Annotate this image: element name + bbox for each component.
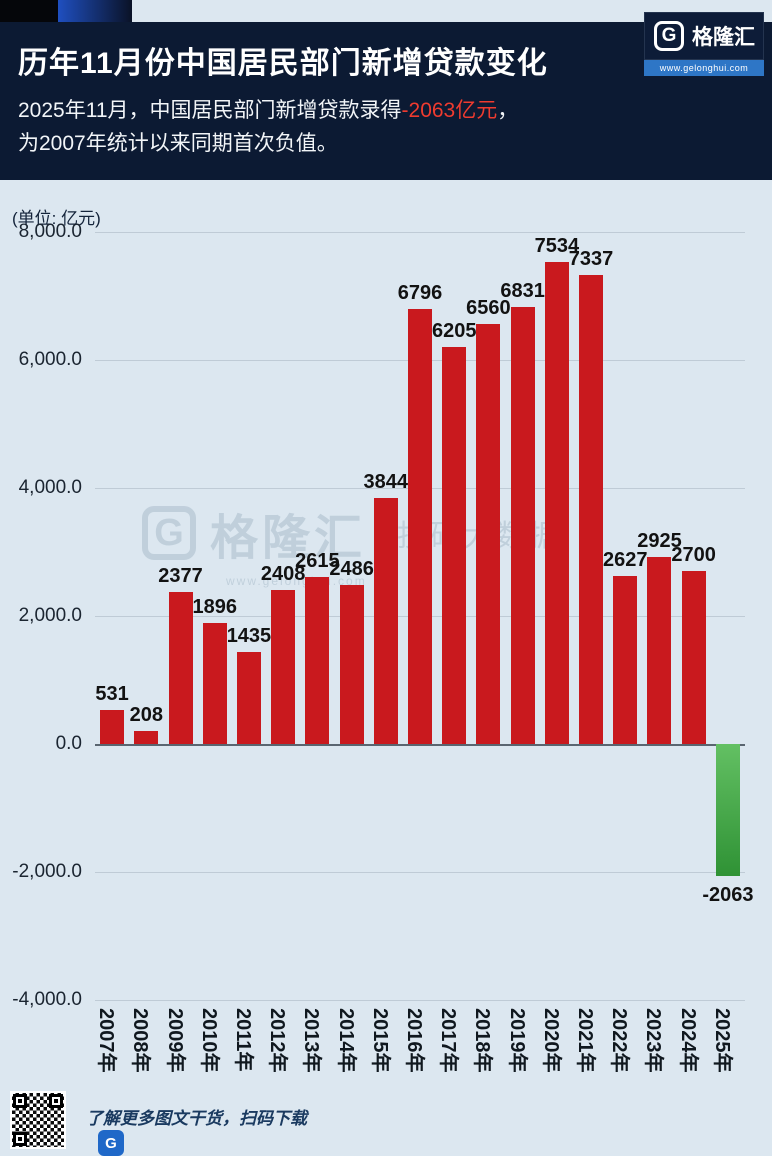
x-tick-label: 2015年: [368, 1008, 391, 1073]
unit-label: (单位: 亿元): [12, 209, 101, 229]
gelonghui-g-icon: G: [654, 21, 684, 51]
bar-2008年: [134, 730, 159, 745]
bar-2016年: [408, 309, 432, 745]
x-tick-label: 2013年: [300, 1008, 323, 1073]
strip-blue-block: [58, 0, 132, 22]
bar-value-label: 2700: [671, 544, 716, 567]
bar-value-label: 2615: [295, 549, 340, 572]
strip-black-block: [0, 0, 58, 22]
x-tick-label: 2010年: [197, 1008, 220, 1073]
footer-text: 了解更多图文干货，扫码下载: [86, 1108, 307, 1128]
x-tick-label: 2018年: [471, 1008, 494, 1073]
bar-value-label: 6796: [397, 282, 443, 305]
x-tick-label: 2009年: [163, 1008, 186, 1073]
bar-2024年: [681, 571, 706, 745]
y-tick-label: 4,000.0: [18, 477, 82, 499]
bar-2020年: [544, 261, 569, 745]
bar-chart: (单位: 亿元) G 格隆汇 投研大数据 www.gelonghui.com 8…: [0, 180, 772, 1092]
bar-value-label: 2925: [637, 529, 682, 552]
gridline: [95, 232, 745, 234]
x-tick-label: 2024年: [676, 1008, 699, 1073]
bar-2017年: [442, 346, 467, 745]
bar-value-label: 2377: [158, 564, 203, 587]
bar-value-label: 2486: [329, 557, 374, 580]
gelonghui-logo-name: 格隆汇: [692, 26, 755, 49]
x-tick-label: 2019年: [505, 1008, 528, 1073]
bar-value-label: 7534: [534, 234, 580, 257]
x-tick-label: 2020年: [539, 1008, 562, 1073]
y-tick-label: -4,000.0: [12, 989, 82, 1011]
bar-2021年: [579, 274, 604, 745]
header: 历年11月份中国居民部门新增贷款变化 2025年11月，中国居民部门新增贷款录得…: [0, 22, 772, 181]
watermark-main-text: 格隆汇: [210, 512, 367, 566]
qr-finder-bottom-left: [13, 1132, 27, 1146]
gelonghui-mini-logo: G: [98, 1130, 124, 1156]
x-tick-label: 2014年: [334, 1008, 357, 1073]
bar-value-label: 2408: [260, 562, 306, 585]
bar-2007年: [100, 710, 125, 745]
bar-value-label: 1435: [226, 625, 272, 648]
bar-value-label: 208: [129, 703, 163, 726]
qr-finder-top-left: [13, 1094, 27, 1108]
bar-value-label: 1896: [192, 595, 237, 618]
gridline: [95, 1000, 745, 1002]
gridline: [95, 872, 745, 874]
x-tick-label: 2022年: [608, 1008, 631, 1073]
top-strip: [0, 0, 772, 22]
y-tick-label: 2,000.0: [18, 605, 82, 627]
bar-2018年: [476, 324, 501, 745]
bar-value-label: 6205: [431, 319, 477, 342]
y-tick-label: 6,000.0: [18, 349, 82, 371]
bar-2014年: [339, 584, 364, 745]
gelonghui-logo-url: www.gelonghui.com: [644, 60, 764, 76]
bar-value-label: 7337: [568, 247, 614, 270]
x-tick-label: 2017年: [437, 1008, 460, 1073]
x-tick-label: 2008年: [129, 1008, 152, 1073]
subtitle: 2025年11月，中国居民部门新增贷款录得-2063亿元， 为2007年统计以来…: [18, 95, 638, 160]
bar-value-label: 2627: [603, 548, 648, 571]
x-tick-label: 2012年: [266, 1008, 289, 1073]
y-tick-label: 8,000.0: [18, 221, 82, 243]
bar-2022年: [613, 575, 638, 745]
x-tick-label: 2016年: [403, 1008, 425, 1073]
x-tick-label: 2007年: [95, 1008, 118, 1073]
x-tick-label: 2025年: [710, 1008, 733, 1073]
page-title: 历年11月份中国居民部门新增贷款变化: [18, 47, 548, 80]
x-axis-labels: 2007年 2008年 2009年 2010年 2011年 2012年 2013年 2014年…: [95, 1008, 745, 1092]
bar-2010年: [202, 622, 227, 745]
plot-area: 531 208 2377 1896 1435 2408 2615 2486 3844 6796 62…: [95, 232, 753, 1002]
y-axis-labels: 8,000.0 6,000.0 4,000.0 2,000.0 0.0 -2,000.0 -…: [0, 221, 88, 1010]
bar-2011年: [236, 652, 261, 745]
bar-2015年: [373, 498, 398, 745]
x-tick-label: 2023年: [642, 1008, 665, 1073]
qr-finder-top-right: [49, 1094, 63, 1108]
bar-value-label: 3844: [363, 471, 409, 494]
bar-2012年: [271, 589, 296, 745]
bar-value-label: 6560: [466, 297, 511, 320]
footer: 了解更多图文干货，扫码下载 G: [0, 1086, 772, 1156]
qr-code: [10, 1091, 66, 1149]
watermark-g-icon: G: [142, 506, 196, 561]
y-tick-label: 0.0: [55, 733, 82, 755]
y-tick-label: -2,000.0: [12, 861, 82, 883]
gelonghui-logo: G 格隆汇 www.gelonghui.com: [644, 12, 764, 76]
bar-2009年: [168, 591, 193, 745]
subtitle-suffix: ，: [497, 99, 519, 122]
bar-value-label: 531: [95, 683, 129, 706]
bar-2025年: [715, 744, 740, 877]
watermark-url: www.gelonghui.com: [226, 574, 367, 589]
subtitle-highlight: -2063亿元: [401, 99, 498, 122]
bar-value-label: 6831: [500, 279, 545, 302]
bar-2013年: [305, 576, 330, 745]
subtitle-line2: 为2007年统计以来同期首次负值。: [18, 131, 338, 155]
x-tick-label: 2011年: [231, 1008, 254, 1072]
x-tick-label: 2021年: [574, 1008, 597, 1073]
subtitle-prefix: 2025年11月，中国居民部门新增贷款录得: [18, 99, 402, 122]
bar-2023年: [647, 556, 672, 745]
zero-gridline: [95, 744, 745, 747]
bar-2019年: [510, 306, 535, 745]
bar-value-label: -2063: [702, 884, 754, 907]
